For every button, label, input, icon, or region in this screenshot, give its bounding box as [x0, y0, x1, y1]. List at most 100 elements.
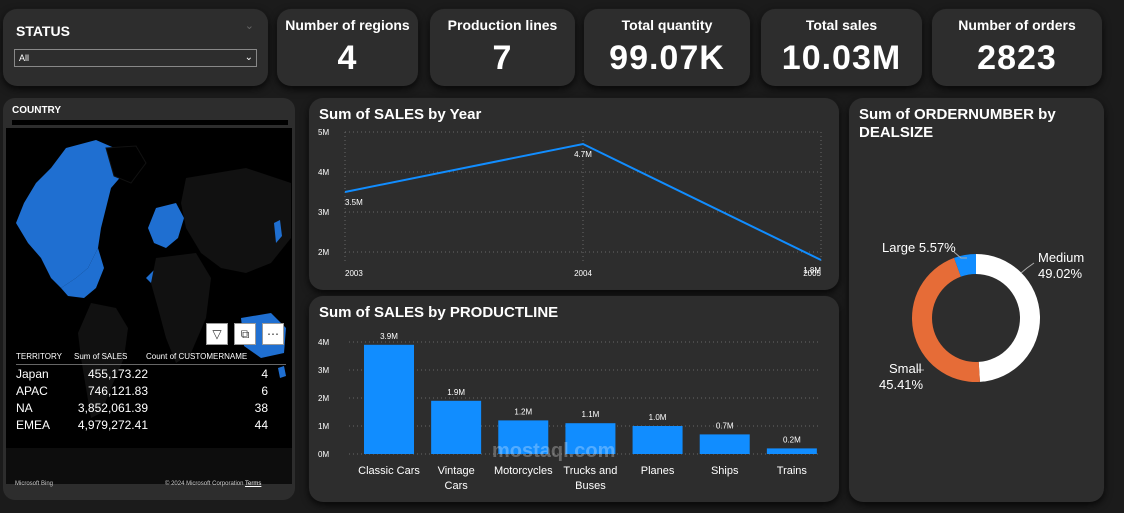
kpi-card-total-sales: Total sales 10.03M [761, 9, 922, 86]
kpi-value: 2823 [977, 39, 1057, 77]
bar [431, 400, 482, 454]
x-category-label: Ships [711, 465, 739, 477]
territory-cell: EMEA [16, 417, 51, 432]
table-row[interactable]: EMEA 4,979,272.41 44 [16, 416, 286, 433]
y-tick-label: 2M [318, 394, 329, 403]
y-tick-label: 3M [318, 366, 329, 375]
status-slicer: STATUS ⌄ All ⌄ [3, 9, 268, 86]
status-selected-value: All [19, 53, 30, 63]
donut-chart-svg [911, 251, 1041, 382]
column-header-territory[interactable]: TERRITORY [16, 351, 62, 361]
kpi-card-regions: Number of regions 4 [277, 9, 418, 86]
count-cell: 4 [261, 366, 268, 381]
kpi-value: 10.03M [781, 39, 902, 77]
data-label: 1.8M [803, 266, 821, 275]
territory-table: TERRITORY Sum of SALES Count of CUSTOMER… [16, 348, 286, 433]
data-label: 0.7M [716, 421, 734, 430]
y-tick-label: 2M [318, 248, 329, 257]
kpi-title: Number of orders [958, 17, 1076, 33]
column-header-count[interactable]: Count of CUSTOMERNAME [146, 351, 248, 361]
table-header: TERRITORY Sum of SALES Count of CUSTOMER… [16, 348, 286, 365]
x-category-label: Trains [777, 465, 808, 477]
copyright-attribution: © 2024 Microsoft Corporation Terms [165, 481, 261, 487]
territory-cell: NA [16, 400, 33, 415]
bar [766, 448, 817, 454]
x-tick-label: 2005 [803, 269, 821, 278]
sales-cell: 3,852,061.39 [77, 400, 148, 415]
bar [632, 426, 683, 454]
x-category-label: Motorcycles [494, 465, 553, 477]
kpi-value: 99.07K [609, 39, 725, 77]
focus-mode-icon[interactable]: ⧉ [234, 323, 256, 345]
sales-by-year-card: Sum of SALES by Year 2M 3M 4M 5M 2003 2004 200… [309, 98, 839, 290]
x-category-label: Vintage [438, 465, 475, 477]
x-tick-label: 2003 [345, 269, 363, 278]
status-slicer-title: STATUS [16, 23, 70, 39]
kpi-value: 7 [492, 39, 513, 77]
sales-cell: 746,121.83 [87, 383, 148, 398]
x-category-label: Cars [445, 480, 469, 492]
bar-chart-svg: 0M 1M 2M 3M 4M 3.9M Classic Cars 1.9M Vintage Car… [318, 332, 819, 492]
kpi-card-total-quantity: Total quantity 99.07K [584, 9, 750, 86]
chart-title: Sum of SALES by Year [319, 106, 482, 123]
data-label: 4.7M [574, 150, 592, 159]
filter-icon[interactable]: ▽ [206, 323, 228, 345]
donut-label-small: Small 45.41% [879, 361, 924, 392]
copyright-text: © 2024 Microsoft Corporation [165, 481, 244, 487]
y-tick-label: 3M [318, 208, 329, 217]
territory-cell: Japan [16, 366, 49, 381]
bar [699, 434, 750, 454]
map-title: COUNTRY [12, 105, 62, 116]
more-options-icon[interactable]: ⋯ [262, 323, 284, 345]
count-cell: 6 [261, 383, 268, 398]
kpi-value: 4 [337, 39, 358, 77]
x-category-label: Buses [575, 480, 606, 492]
kpi-title: Number of regions [285, 17, 410, 33]
table-row[interactable]: APAC 746,121.83 6 [16, 382, 286, 399]
sales-by-productline-card: Sum of SALES by PRODUCTLINE 0M 1M 2M 3M 4M 3.… [309, 296, 839, 502]
data-label: 1.9M [447, 388, 465, 397]
terms-link[interactable]: Terms [245, 481, 262, 487]
y-tick-label: 5M [318, 128, 329, 137]
data-label: 0.2M [783, 435, 801, 444]
sales-cell: 455,173.22 [87, 366, 148, 381]
world-map[interactable] [6, 128, 292, 484]
y-tick-label: 4M [318, 338, 329, 347]
donut-slice-medium [976, 254, 1041, 382]
y-tick-label: 4M [318, 168, 329, 177]
x-category-label: Classic Cars [358, 465, 420, 477]
kpi-title: Total sales [805, 17, 878, 33]
count-cell: 44 [254, 417, 268, 432]
map-header-bar [12, 120, 288, 125]
data-label: 3.9M [380, 332, 398, 341]
donut-slice-large [954, 254, 976, 277]
donut-label-medium: Medium 49.02% [1038, 250, 1085, 281]
leader-line-large [953, 251, 967, 259]
dropdown-arrow-icon: ⌄ [244, 52, 253, 63]
data-label: 1.1M [582, 410, 600, 419]
bar [498, 420, 549, 454]
leader-line-medium [1020, 262, 1035, 274]
count-cell: 38 [254, 400, 268, 415]
column-header-sales[interactable]: Sum of SALES [74, 351, 128, 361]
chevron-down-icon[interactable]: ⌄ [244, 20, 254, 32]
sales-line [344, 142, 822, 261]
watermark: mostaql.com [492, 440, 616, 462]
data-label: 3.5M [345, 198, 363, 207]
kpi-title: Production lines [447, 17, 558, 33]
table-row[interactable]: Japan 455,173.22 4 [16, 365, 286, 382]
territory-cell: APAC [16, 383, 48, 398]
table-row[interactable]: NA 3,852,061.39 38 [16, 399, 286, 416]
y-tick-label: 1M [318, 422, 329, 431]
kpi-card-production-lines: Production lines 7 [430, 9, 575, 86]
x-tick-label: 2004 [574, 269, 592, 278]
donut-label-large: Large 5.57% [882, 240, 956, 255]
line-chart-svg: 2M 3M 4M 5M 2003 2004 2005 3.5M 4.7M 1.8M [318, 128, 822, 278]
sales-cell: 4,979,272.41 [77, 417, 148, 432]
data-label: 1.0M [649, 413, 667, 422]
bar [565, 423, 616, 454]
status-dropdown[interactable]: All ⌄ [14, 49, 257, 67]
country-map-panel: COUNTRY ▽ ⧉ ⋯ [3, 98, 295, 500]
y-tick-label: 0M [318, 450, 329, 459]
x-category-label: Trucks and [563, 465, 617, 477]
